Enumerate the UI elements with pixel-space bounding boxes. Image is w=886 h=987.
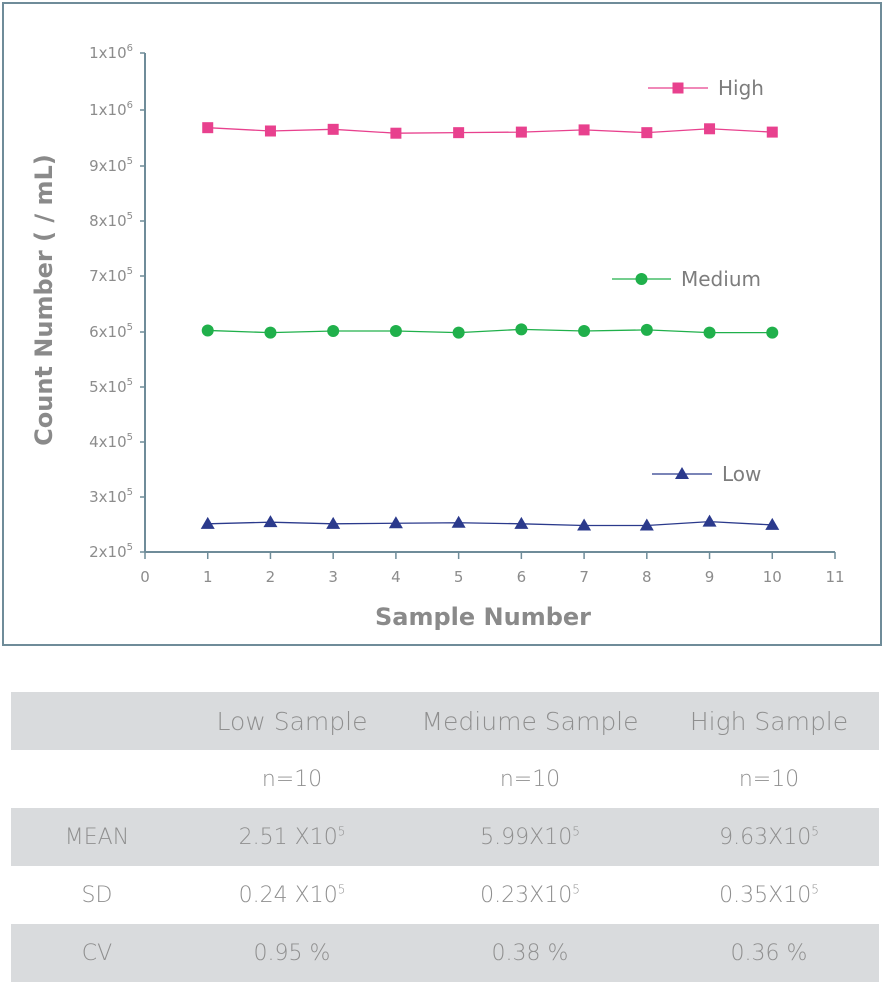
x-tick-label: 10 [763,568,782,586]
sd-cell-high: 0.35X105 [719,882,819,908]
mean-label: MEAN [11,808,183,866]
y-tick-label: 5x105 [89,377,133,396]
data-point-low [577,518,592,531]
data-point-low [263,515,278,528]
data-point-medium [264,326,277,339]
data-point-low [388,516,403,529]
data-point-low [514,516,529,529]
y-tick-label: 4x105 [89,432,133,451]
legend-marker-medium [635,273,648,285]
series-line-low [207,520,773,527]
data-point-medium [703,326,716,339]
legend-label-low: Low [722,462,761,486]
data-point-high [578,124,590,136]
x-tick-label: 2 [266,568,276,586]
mean-cell-medium: 5.99X105 [401,808,659,866]
y-tick-label: 3x105 [89,487,133,506]
header-cell-high: High Sample [659,692,879,750]
data-point-medium [389,325,402,337]
cv-cell-low: 0.95 % [183,924,401,982]
x-tick-label: 9 [705,568,715,586]
data-point-high [327,123,339,135]
data-point-medium [578,325,591,337]
y-tick-label: 7x105 [89,266,133,285]
cv-cell-medium: 0.38 % [401,924,659,982]
data-point-medium [452,326,465,339]
data-point-low [326,516,341,529]
x-tick-label: 5 [454,568,464,586]
series-line-high [207,127,773,134]
header-cell-low: Low Sample [183,692,401,750]
series-line-medium [207,328,773,334]
data-point-high [704,123,716,135]
y-tick-label: 2x105 [89,542,133,561]
x-tick-label: 11 [825,568,844,586]
n-row-label [11,750,183,808]
n-cell-low: n=10 [261,766,323,792]
cv-cell-high: 0.36 % [659,924,879,982]
table-row-cv: CV 0.95 % 0.38 % 0.36 % [11,924,879,982]
sd-cell-medium: 0.23X105 [480,882,580,908]
statistics-table: Low Sample Mediume Sample High Sample n=… [11,692,879,982]
legend-marker-high [672,82,684,94]
data-point-high [390,127,402,139]
line-chart: 2x105 3x105 4x105 5x105 6x105 7x105 8x105 9x105… [30,43,845,631]
y-tick-label: 9x105 [89,156,133,175]
data-point-medium [515,323,528,336]
legend-marker-low [675,467,689,479]
sd-cell-low: 0.24 X105 [238,882,346,908]
cv-label: CV [11,924,183,982]
data-point-medium [766,326,779,339]
x-tick-label: 3 [328,568,338,586]
x-tick-label: 8 [642,568,652,586]
data-point-low [200,516,215,529]
y-tick-label: 6x105 [89,322,133,341]
x-tick-label: 1 [203,568,213,586]
data-point-high [453,127,465,139]
data-point-high [641,127,653,139]
data-point-medium [640,323,653,336]
table-row-mean: MEAN 2.51 X105 5.99X105 9.63X105 [11,808,879,866]
data-point-low [639,518,654,531]
header-cell-medium: Mediume Sample [401,692,659,750]
table-row-n: n=10 n=10 n=10 [11,750,879,808]
x-axis-title: Sample Number [375,603,591,631]
legend-label-medium: Medium [681,267,761,291]
sd-label: SD [81,882,113,908]
data-point-high [515,126,527,138]
data-point-low [702,514,717,527]
legend-label-high: High [718,76,764,100]
mean-cell-high: 9.63X105 [659,808,879,866]
x-tick-label: 4 [391,568,401,586]
mean-cell-low: 2.51 X105 [183,808,401,866]
data-point-high [202,122,214,134]
chart-frame [2,2,882,646]
table-row-sd: SD 0.24 X105 0.23X105 0.35X105 [11,866,879,924]
header-cell-empty [11,692,183,750]
n-cell-high: n=10 [738,766,800,792]
table-header-row: Low Sample Mediume Sample High Sample [11,692,879,750]
data-point-high [766,126,778,138]
data-point-medium [201,324,214,337]
y-tick-label: 1x106 [89,43,133,62]
y-axis-title: Count Number ( / mL) [30,154,58,446]
data-point-low [451,515,466,528]
y-tick-label: 8x105 [89,211,133,230]
n-cell-medium: n=10 [499,766,561,792]
data-point-high [264,125,276,137]
x-tick-label: 0 [140,568,150,586]
x-tick-label: 7 [579,568,589,586]
data-point-medium [327,325,340,337]
y-tick-label: 1x106 [89,100,133,119]
data-point-low [765,517,780,530]
x-tick-label: 6 [517,568,527,586]
